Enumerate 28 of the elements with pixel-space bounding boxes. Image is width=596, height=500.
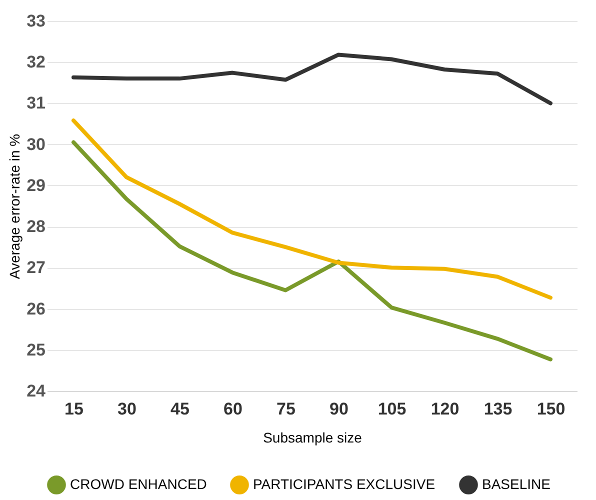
x-tick-label: 30 [118,400,136,418]
y-tick-label: 30 [26,134,46,154]
y-tick-label: 27 [26,258,46,278]
x-tick-label: 105 [378,400,406,418]
legend-label: BASELINE [482,476,550,492]
x-tick-label: 60 [224,400,242,418]
y-tick-label: 25 [26,340,46,360]
x-tick-label: 120 [430,400,460,418]
legend-label: PARTICIPANTS EXCLUSIVE [253,476,436,492]
x-tick-label: 90 [330,400,348,418]
x-tick-label: 75 [276,400,296,418]
y-tick-label: 29 [26,176,46,195]
x-tick-label: 150 [536,400,566,418]
y-tick-label: 24 [26,382,46,400]
line-series [72,118,552,300]
legend-label: CROWD ENHANCED [70,476,207,492]
line-series [72,52,552,106]
x-tick-label: 45 [170,400,190,418]
x-tick-label: 135 [484,400,512,418]
y-axis-title: Average error-rate in % [6,134,23,280]
y-tick-label: 26 [26,299,46,318]
y-tick-label: 32 [26,52,46,72]
y-tick-label: 28 [26,217,46,236]
y-tick-label: 31 [26,94,46,113]
line-series [72,140,552,362]
y-tick-label: 33 [26,12,46,30]
x-tick-label: 15 [64,400,84,418]
x-axis-title: Subsample size [263,430,362,446]
